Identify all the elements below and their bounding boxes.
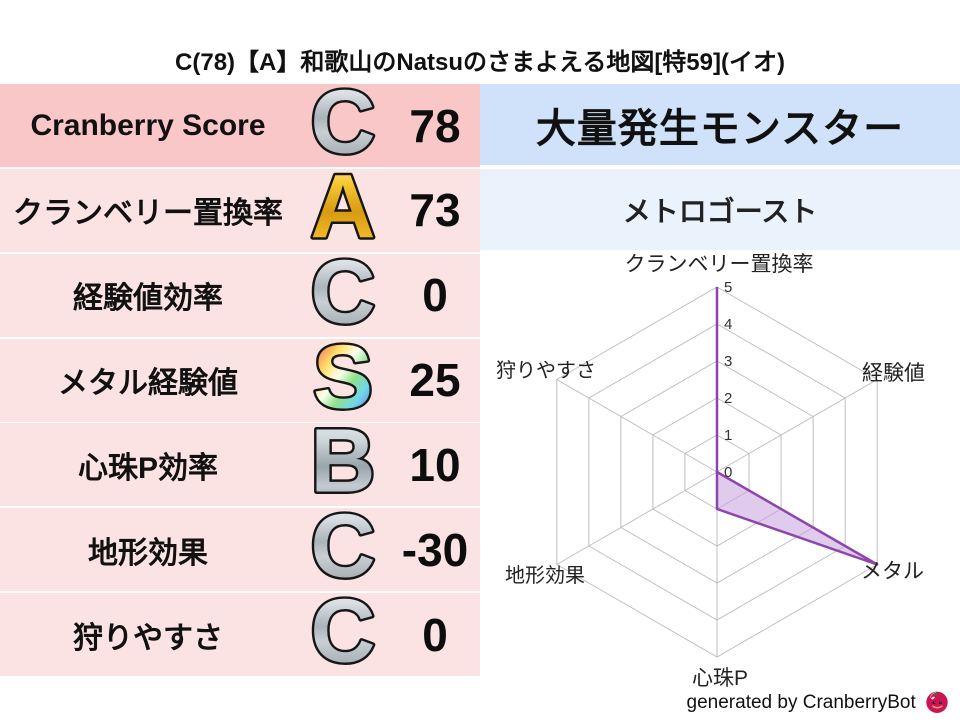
svg-text:S: S: [313, 339, 373, 422]
svg-text:5: 5: [724, 279, 732, 296]
svg-text:1: 1: [724, 427, 732, 444]
svg-text:0: 0: [724, 464, 732, 481]
svg-text:B: B: [311, 423, 376, 506]
svg-text:C: C: [311, 84, 376, 167]
svg-text:2: 2: [724, 390, 732, 407]
svg-text:C: C: [311, 254, 376, 337]
svg-text:4: 4: [724, 316, 732, 333]
svg-text:心珠P: 心珠P: [692, 667, 748, 690]
svg-text:狩りやすさ: 狩りやすさ: [496, 359, 596, 382]
svg-text:クランベリー置換率: クランベリー置換率: [625, 253, 814, 276]
svg-text:経験値: 経験値: [862, 362, 925, 385]
svg-text:メタル: メタル: [861, 560, 924, 583]
svg-text:C: C: [311, 593, 376, 676]
svg-text:地形効果: 地形効果: [505, 564, 585, 587]
svg-text:C: C: [311, 508, 376, 591]
svg-text:3: 3: [724, 353, 732, 370]
svg-text:A: A: [311, 169, 376, 252]
